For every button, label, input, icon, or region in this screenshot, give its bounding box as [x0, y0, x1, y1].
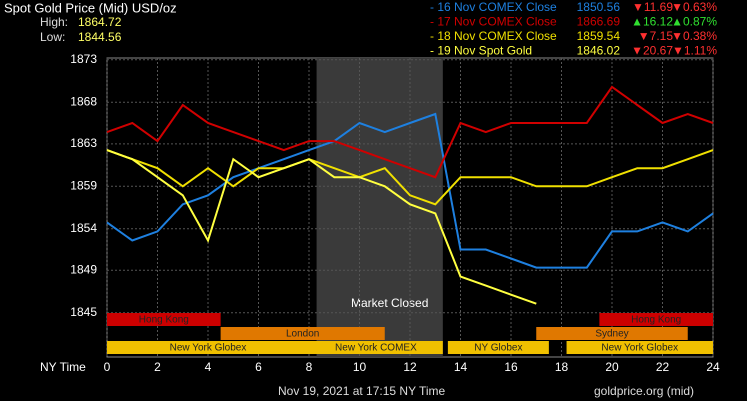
session-bar — [107, 313, 221, 326]
session-bar — [536, 327, 688, 340]
session-bar — [107, 341, 309, 354]
y-tick-label: 1849 — [70, 262, 97, 276]
session-label: Hong Kong — [631, 315, 681, 326]
session-bar — [309, 341, 443, 354]
session-bar — [447, 341, 549, 354]
session-bar — [566, 341, 713, 354]
legend-name: - 16 Nov COMEX Close — [430, 0, 557, 14]
legend-pct: ▼0.38% — [671, 29, 717, 43]
low-value: 1844.56 — [78, 30, 122, 44]
legend-change: ▲16.12 — [631, 15, 673, 29]
session-label: New York Globex — [601, 343, 678, 354]
legend-pct: ▼0.63% — [671, 0, 717, 14]
x-tick-label: 4 — [205, 360, 212, 374]
legend-close: 1859.54 — [577, 29, 621, 43]
closed-region — [316, 58, 443, 357]
y-tick-label: 1845 — [70, 305, 97, 319]
x-tick-label: 16 — [504, 360, 518, 374]
series-line — [106, 85, 714, 179]
x-tick-label: 20 — [605, 360, 619, 374]
session-label: Sydney — [595, 329, 628, 340]
y-tick-label: 1859 — [70, 178, 97, 192]
session-label: Hong Kong — [139, 315, 189, 326]
x-tick-label: 24 — [706, 360, 720, 374]
x-tick-label: 6 — [255, 360, 262, 374]
legend-close: 1866.69 — [577, 15, 621, 29]
footer: Nov 19, 2021 at 17:15 NY Time — [278, 384, 446, 398]
chart-title: Spot Gold Price (Mid) USD/oz — [4, 0, 177, 15]
x-tick-label: 10 — [353, 360, 367, 374]
y-tick-label: 1863 — [70, 136, 97, 150]
session-label: NY Globex — [474, 343, 522, 354]
x-tick-label: 12 — [403, 360, 417, 374]
closed-label: Market Closed — [351, 296, 428, 310]
high-value: 1864.72 — [78, 15, 122, 29]
source: goldprice.org (mid) — [594, 384, 694, 398]
legend-change: ▼7.15 — [638, 29, 674, 43]
y-tick-label: 1873 — [70, 52, 97, 66]
series-line — [106, 112, 714, 269]
x-tick-label: 2 — [154, 360, 161, 374]
x-tick-label: 22 — [656, 360, 670, 374]
legend-change: ▼11.69 — [632, 0, 673, 14]
x-tick-label: 0 — [104, 360, 111, 374]
legend-close: 1846.02 — [577, 44, 621, 58]
series-line — [106, 149, 537, 305]
legend-change: ▼20.67 — [631, 44, 673, 58]
legend-name: - 18 Nov COMEX Close — [430, 29, 557, 43]
session-bar — [220, 327, 385, 340]
session-label: New York Globex — [170, 343, 247, 354]
x-tick-label: 18 — [555, 360, 569, 374]
session-bar — [599, 313, 713, 326]
session-label: London — [286, 329, 319, 340]
legend-close: 1850.56 — [577, 0, 621, 14]
low-label: Low: — [40, 30, 65, 44]
series-line — [106, 149, 714, 206]
y-tick-label: 1854 — [70, 221, 97, 235]
legend-name: - 19 Nov Spot Gold — [430, 44, 532, 58]
x-tick-label: 8 — [306, 360, 313, 374]
high-label: High: — [40, 15, 68, 29]
x-tick-label: 14 — [454, 360, 468, 374]
legend-pct: ▼1.11% — [672, 44, 717, 58]
session-label: New York COMEX — [335, 343, 417, 354]
y-tick-label: 1868 — [70, 94, 97, 108]
legend-name: - 17 Nov COMEX Close — [430, 15, 557, 29]
legend-pct: ▲0.87% — [671, 15, 717, 29]
x-axis-label: NY Time — [40, 360, 86, 374]
